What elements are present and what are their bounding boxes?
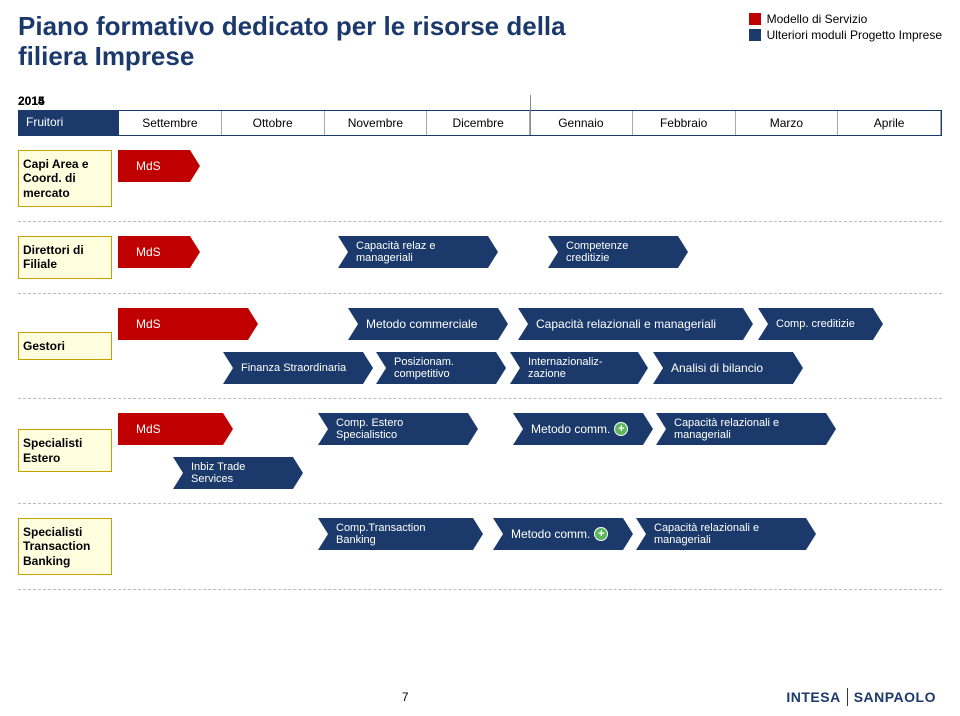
chevron-text: MdS — [136, 159, 161, 173]
chevron-bar: Capacità relaz e manageriali — [338, 236, 488, 268]
chevron-bar: Analisi di bilancio — [653, 352, 793, 384]
chevron-text: Analisi di bilancio — [671, 361, 763, 375]
lane-content: MdS Capacità relaz e manageriali Competenz… — [118, 236, 942, 268]
chevron-bar: Internazionaliz- zazione — [510, 352, 638, 384]
chevron-text: MdS — [136, 245, 161, 259]
swimlane: Specialisti Estero MdS Comp. Estero Specia… — [18, 399, 942, 504]
lane-content: Comp.Transaction Banking Metodo comm. + Cap… — [118, 518, 942, 550]
month-cell: Febbraio — [633, 111, 736, 135]
chevron-bar: Inbiz Trade Services — [173, 457, 293, 489]
year-label: 2015 — [18, 94, 45, 108]
swimlane: Direttori di Filiale MdS Capacità relaz e … — [18, 222, 942, 294]
month-cell: Gennaio — [530, 111, 633, 135]
lane-label-wrap: Capi Area e Coord. di mercato — [18, 150, 118, 207]
swimlane: Capi Area e Coord. di mercato MdS — [18, 136, 942, 222]
chevron-bar: Metodo comm. + — [493, 518, 623, 550]
chevron-text: Capacità relazionali e manageriali — [536, 317, 716, 331]
chevron-bar: Metodo comm. + — [513, 413, 643, 445]
lane-label: Specialisti Transaction Banking — [18, 518, 112, 575]
chevron-text: Metodo comm. — [531, 422, 610, 436]
chevron-text: Capacità relazionali e manageriali — [674, 417, 816, 441]
chevron-text: Competenze creditizie — [566, 240, 668, 264]
chevron-text: Metodo commerciale — [366, 317, 477, 331]
page-title: Piano formativo dedicato per le risorse … — [18, 12, 618, 72]
chevron-text: Comp.Transaction Banking — [336, 522, 463, 546]
legend-swatch — [749, 13, 761, 25]
lane-label-wrap: Gestori — [18, 308, 118, 384]
lane-label: Specialisti Estero — [18, 429, 112, 472]
legend-swatch — [749, 29, 761, 41]
timeline-months-row: Fruitori SettembreOttobreNovembreDicembr… — [18, 110, 942, 136]
month-cell: Novembre — [325, 111, 428, 135]
legend-label: Ulteriori moduli Progetto Imprese — [767, 28, 942, 42]
plus-icon: + — [594, 527, 608, 541]
months-wrap: SettembreOttobreNovembreDicembreGennaioF… — [118, 110, 942, 135]
lane-content: MdS Metodo commerciale Capacità relazional… — [118, 308, 942, 384]
swimlane: Gestori MdS Metodo commerciale Capacità rel… — [18, 294, 942, 399]
month-cell: Ottobre — [222, 111, 325, 135]
plus-icon: + — [614, 422, 628, 436]
chevron-bar: Capacità relazionali e manageriali — [518, 308, 743, 340]
brand-intesa: INTESA — [786, 689, 840, 705]
timeline-years: 20142015 — [18, 94, 942, 110]
brand-sanpaolo: SANPAOLO — [854, 689, 936, 705]
lane-content: MdS Comp. Estero Specialistico Metodo comm… — [118, 413, 942, 489]
legend-label: Modello di Servizio — [767, 12, 868, 26]
chevron-text: Posizionam. competitivo — [394, 356, 486, 380]
month-cell: Settembre — [119, 111, 222, 135]
chevron-bar: Comp. creditizie — [758, 308, 873, 340]
chevron-text: Internazionaliz- zazione — [528, 356, 628, 380]
chevron-text: Capacità relaz e manageriali — [356, 240, 478, 264]
chevron-text: Comp. Estero Specialistico — [336, 417, 458, 441]
swimlane: Specialisti Transaction BankingComp.Tran… — [18, 504, 942, 590]
legend: Modello di Servizio Ulteriori moduli Prog… — [749, 12, 942, 44]
chevron-bar: Capacità relazionali e manageriali — [656, 413, 826, 445]
chevron-text: MdS — [136, 317, 161, 331]
chevron-text: Finanza Straordinaria — [241, 362, 346, 374]
chevron-text: Capacità relazionali e manageriali — [654, 522, 796, 546]
chevron-bar: MdS — [118, 150, 190, 182]
page-number: 7 — [402, 690, 409, 704]
chevron-bar: Capacità relazionali e manageriali — [636, 518, 806, 550]
lane-content: MdS — [118, 150, 942, 182]
chevron-text: MdS — [136, 422, 161, 436]
legend-item: Modello di Servizio — [749, 12, 942, 26]
chevron-bar: Competenze creditizie — [548, 236, 678, 268]
brand-logo: INTESA SANPAOLO — [786, 688, 936, 706]
lane-label-wrap: Direttori di Filiale — [18, 236, 118, 279]
lane-label: Gestori — [18, 332, 112, 360]
chevron-bar: Finanza Straordinaria — [223, 352, 363, 384]
fruitori-label: Fruitori — [18, 110, 118, 135]
month-cell: Dicembre — [427, 111, 530, 135]
chevron-bar: MdS — [118, 236, 190, 268]
footer: 7 INTESA SANPAOLO — [0, 688, 960, 706]
chevron-bar: Posizionam. competitivo — [376, 352, 496, 384]
brand-separator — [847, 688, 848, 706]
lane-label-wrap: Specialisti Transaction Banking — [18, 518, 118, 575]
chevron-bar: Metodo commerciale — [348, 308, 498, 340]
lane-label-wrap: Specialisti Estero — [18, 413, 118, 489]
chevron-bar: MdS — [118, 413, 223, 445]
chevron-text: Comp. creditizie — [776, 318, 855, 330]
month-cell: Aprile — [838, 111, 941, 135]
month-cell: Marzo — [736, 111, 839, 135]
chevron-text: Metodo comm. — [511, 527, 590, 541]
lane-label: Direttori di Filiale — [18, 236, 112, 279]
chevron-bar: Comp. Estero Specialistico — [318, 413, 468, 445]
legend-item: Ulteriori moduli Progetto Imprese — [749, 28, 942, 42]
chevron-bar: Comp.Transaction Banking — [318, 518, 473, 550]
chevron-text: Inbiz Trade Services — [191, 461, 283, 485]
timeline: 20142015 Fruitori SettembreOttobreNovemb… — [18, 94, 942, 590]
lanes-container: Capi Area e Coord. di mercato MdS Direttor… — [18, 136, 942, 590]
chevron-bar: MdS — [118, 308, 248, 340]
lane-label: Capi Area e Coord. di mercato — [18, 150, 112, 207]
